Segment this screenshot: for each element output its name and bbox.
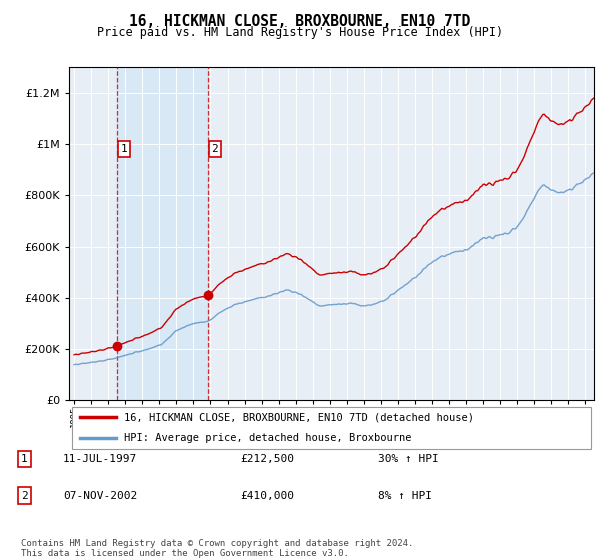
Text: 2: 2 [211, 144, 218, 154]
Point [203, 291, 213, 300]
Text: Price paid vs. HM Land Registry's House Price Index (HPI): Price paid vs. HM Land Registry's House … [97, 26, 503, 39]
Text: £410,000: £410,000 [240, 491, 294, 501]
Bar [117, 67, 208, 400]
Text: 16, HICKMAN CLOSE, BROXBOURNE, EN10 7TD (detached house): 16, HICKMAN CLOSE, BROXBOURNE, EN10 7TD … [124, 412, 474, 422]
Text: HPI: Average price, detached house, Broxbourne: HPI: Average price, detached house, Brox… [124, 433, 412, 444]
Text: 2: 2 [21, 491, 28, 501]
Text: 1: 1 [121, 144, 127, 154]
Text: 30% ↑ HPI: 30% ↑ HPI [378, 454, 439, 464]
Text: 11-JUL-1997: 11-JUL-1997 [63, 454, 137, 464]
Text: 1: 1 [21, 454, 28, 464]
Text: £212,500: £212,500 [240, 454, 294, 464]
Text: Contains HM Land Registry data © Crown copyright and database right 2024.
This d: Contains HM Land Registry data © Crown c… [21, 539, 413, 558]
Point [112, 342, 122, 351]
Text: 8% ↑ HPI: 8% ↑ HPI [378, 491, 432, 501]
FancyBboxPatch shape [71, 407, 592, 449]
Text: 07-NOV-2002: 07-NOV-2002 [63, 491, 137, 501]
Text: 16, HICKMAN CLOSE, BROXBOURNE, EN10 7TD: 16, HICKMAN CLOSE, BROXBOURNE, EN10 7TD [130, 14, 470, 29]
